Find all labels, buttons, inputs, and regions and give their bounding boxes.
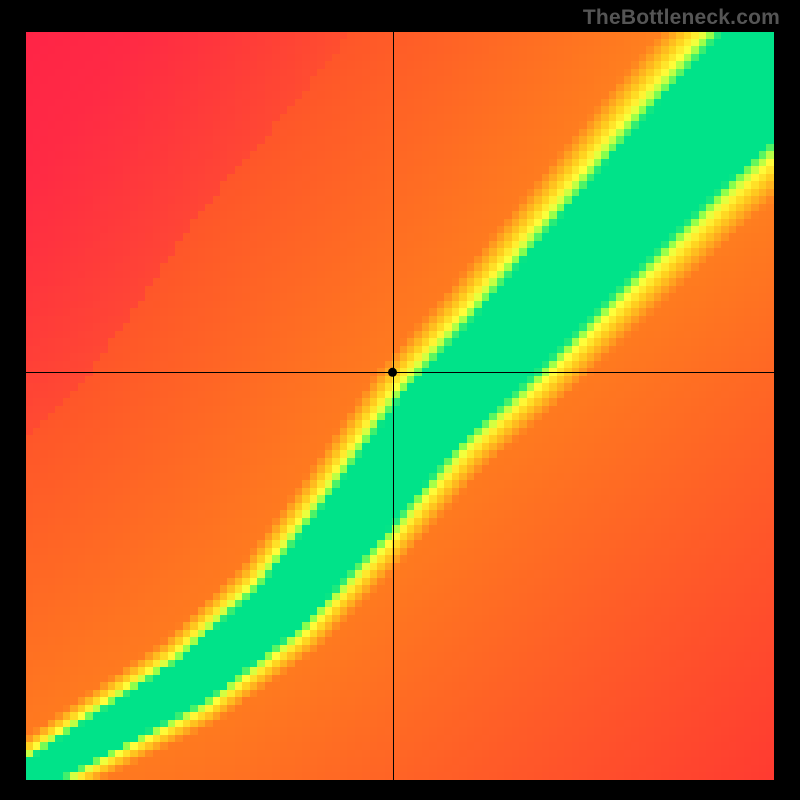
watermark-label: TheBottleneck.com [583, 6, 780, 30]
chart-container: TheBottleneck.com [0, 0, 800, 800]
heatmap-canvas [26, 32, 774, 780]
heatmap-plot [26, 32, 774, 780]
